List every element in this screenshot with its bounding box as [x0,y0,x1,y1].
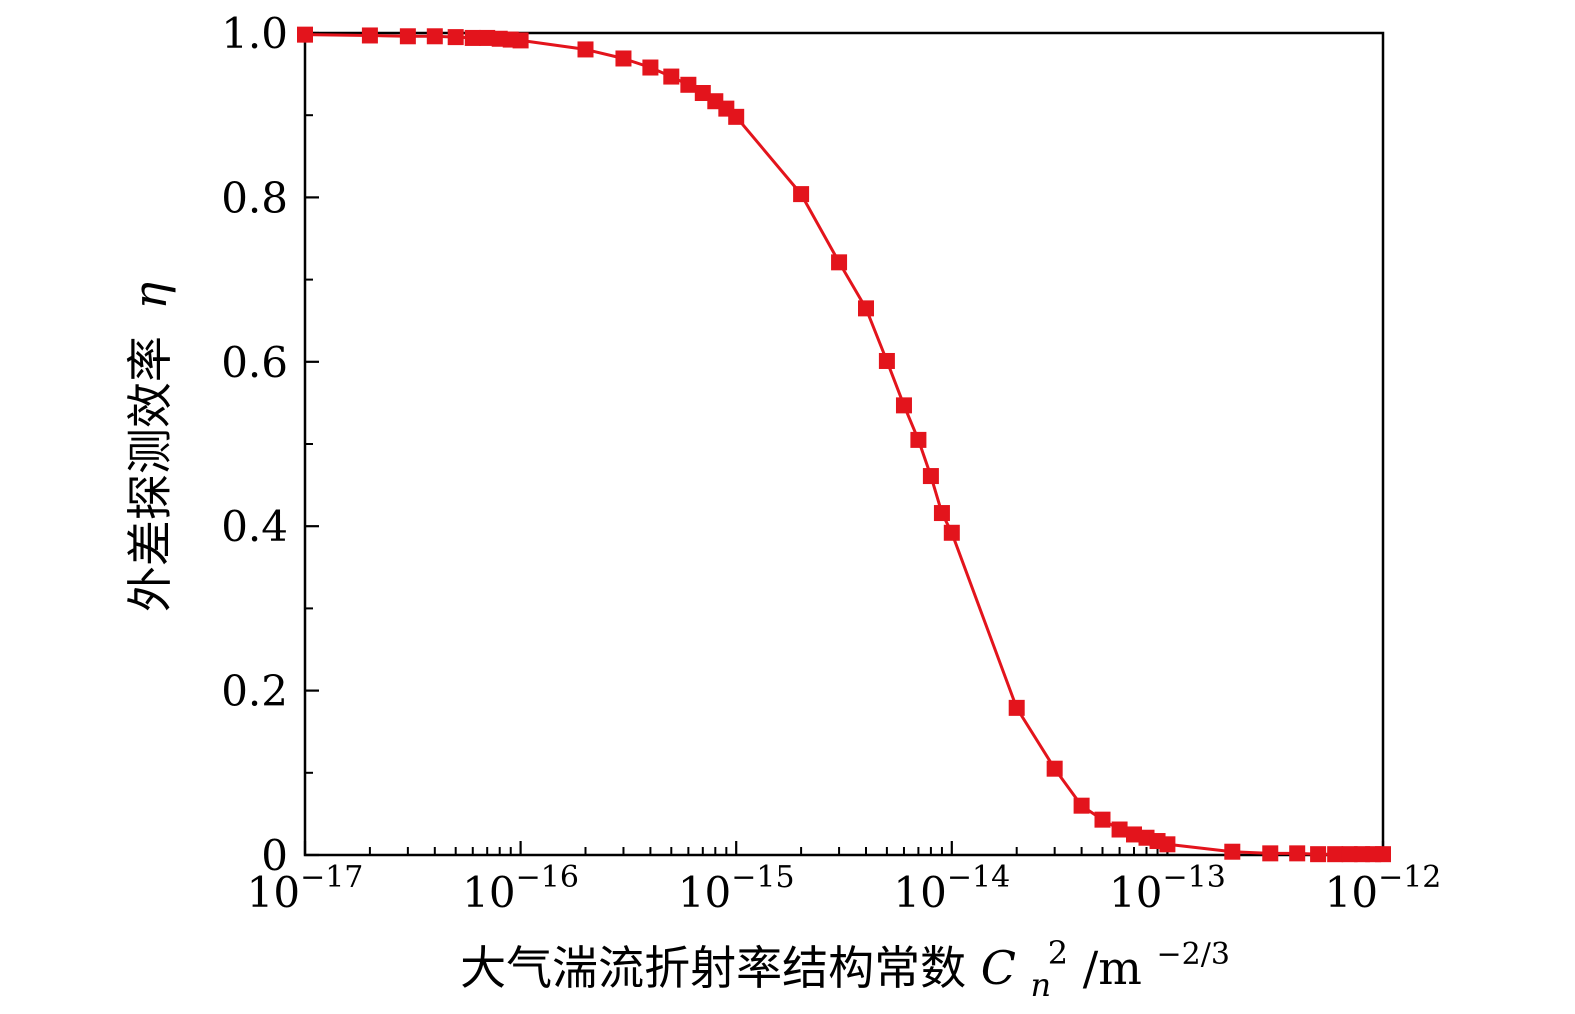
x-axis-title-superscript: 2 [1048,934,1068,972]
x-tick-label: 10−12 [1325,860,1442,917]
x-tick-labels: 10−17 10−16 10−15 10−14 10−13 10−12 [247,860,1442,917]
x-tick-label-exponent: −17 [300,860,363,895]
data-point-marker [793,186,810,203]
x-tick-label-exponent: −14 [947,860,1010,895]
data-point-marker [642,59,659,76]
data-point-marker [1375,846,1391,863]
data-point-marker [1224,843,1241,860]
data-point-marker [426,28,443,45]
data-point-marker [297,26,313,43]
data-point-marker [479,29,496,46]
data-point-marker [577,41,594,58]
data-point-marker [1289,845,1306,862]
x-tick-label: 10−13 [1109,860,1226,917]
data-point-marker [464,29,481,46]
y-tick-label: 0 [261,831,288,880]
y-tick-label: 0.6 [221,338,288,387]
y-tick-labels: 0 0.2 0.4 0.6 0.8 1.0 [221,9,288,880]
x-axis-title-unit-exponent: −2/3 [1157,937,1230,972]
data-point-marker [910,431,927,448]
data-point-marker [447,29,464,46]
data-point-marker [1008,699,1025,716]
data-point-marker [943,524,960,541]
x-tick-label-exponent: −13 [1162,860,1225,895]
x-tick-label-base: 10 [1325,868,1378,917]
data-point-marker [895,397,912,414]
data-point-marker [694,85,711,102]
data-point-marker [831,254,848,271]
y-axis-title-text: 外差探测效率 [123,336,177,612]
data-point-marker [399,28,416,45]
data-point-marker [1341,846,1358,863]
x-axis-title: 大气湍流折射率结构常数 C n 2 /m −2/3 [460,921,1230,1007]
data-point-marker [512,32,529,49]
data-point-marker [1046,760,1063,777]
data-point-marker [1111,821,1128,838]
data-point-marker [728,108,745,125]
x-tick-label: 10−15 [678,860,795,917]
x-tick-label-exponent: −15 [731,860,794,895]
data-point-marker [858,300,875,317]
y-tick-label: 0.4 [221,502,288,551]
data-point-marker [663,68,680,85]
x-axis-title-symbol: C [981,941,1016,995]
y-axis-title: 外差探测效率 η [123,281,177,612]
x-tick-label-exponent: −12 [1378,860,1441,895]
data-point-marker [878,352,895,369]
axis-ticks [303,31,1385,857]
y-axis-title-symbol: η [123,281,177,309]
y-tick-label: 1.0 [221,9,288,58]
data-point-marker [1310,846,1327,863]
y-tick-label: 0.8 [221,173,288,222]
data-point-marker [933,505,950,522]
data-point-marker [1094,811,1111,828]
x-tick-label-base: 10 [1109,868,1162,917]
x-tick-label: 10−14 [893,860,1010,917]
x-tick-label-base: 10 [247,868,300,917]
x-tick-label: 10−16 [462,860,579,917]
x-tick-label-base: 10 [678,868,731,917]
plot-frame [303,31,1385,857]
series-layer [297,26,1391,863]
x-tick-label-base: 10 [462,868,515,917]
data-point-marker [361,27,378,44]
data-point-marker [1073,797,1090,814]
y-tick-label: 0.2 [221,667,288,716]
x-axis-title-subscript: n [1031,966,1052,1004]
x-tick-label-exponent: −16 [516,860,579,895]
x-tick-label: 10−17 [247,860,364,917]
data-point-marker [922,468,939,485]
data-point-marker [680,76,697,93]
series-line [304,33,1383,856]
x-tick-label-base: 10 [893,868,946,917]
data-point-marker [1262,845,1279,862]
data-point-marker [1126,826,1143,843]
data-point-marker [615,50,632,67]
x-axis-title-unit: /m [1083,941,1142,995]
data-point-marker [1327,846,1344,863]
x-axis-title-text: 大气湍流折射率结构常数 [460,941,966,995]
data-point-marker [1159,836,1176,853]
